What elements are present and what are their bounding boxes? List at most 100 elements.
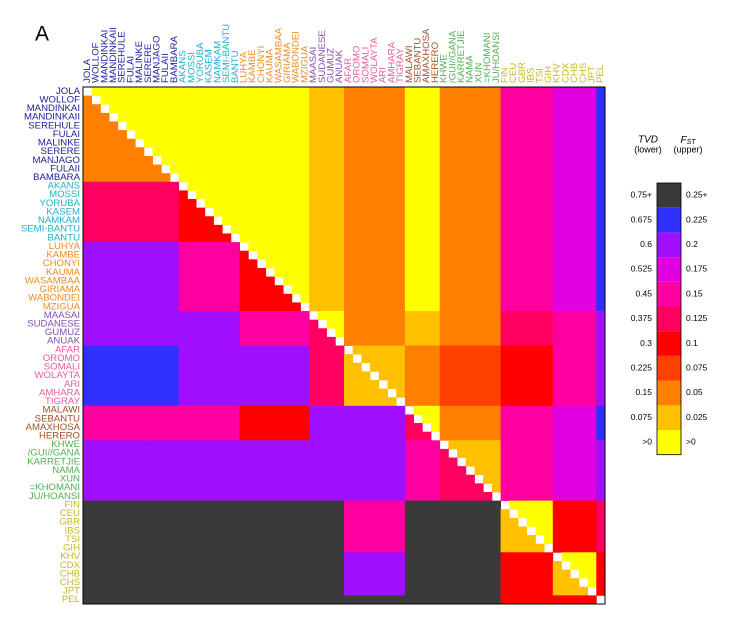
heatmap-cell [483, 224, 493, 234]
heatmap-cell [143, 155, 153, 165]
heatmap-cell [404, 224, 414, 234]
heatmap-cell [352, 483, 362, 493]
heatmap-cell [439, 500, 449, 510]
heatmap-cell [317, 95, 327, 105]
heatmap-cell [135, 87, 145, 97]
heatmap-cell [431, 466, 441, 476]
heatmap-cell [535, 276, 545, 286]
heatmap-cell [317, 311, 327, 321]
row-label: FIN [65, 499, 81, 510]
heatmap-cell [257, 474, 267, 484]
heatmap-cell [596, 276, 606, 286]
heatmap-cell [248, 112, 258, 122]
heatmap-cell [448, 578, 458, 588]
heatmap-cell [204, 362, 214, 372]
heatmap-cell [204, 345, 214, 355]
heatmap-cell [509, 560, 519, 570]
heatmap-cell [100, 483, 110, 493]
heatmap-cell [178, 147, 188, 157]
heatmap-cell [239, 345, 249, 355]
heatmap-cell [126, 311, 136, 321]
heatmap-cell [509, 388, 519, 398]
heatmap-cell [248, 500, 258, 510]
heatmap-cell [126, 293, 136, 303]
heatmap-cell [317, 586, 327, 596]
heatmap-cell [448, 491, 458, 501]
heatmap-cell [326, 293, 336, 303]
heatmap-cell [370, 569, 380, 579]
heatmap-cell [544, 207, 554, 217]
heatmap-cell [448, 87, 458, 97]
heatmap-cell [448, 336, 458, 346]
heatmap-cell [196, 578, 206, 588]
heatmap-cell [587, 259, 597, 269]
heatmap-cell [222, 155, 232, 165]
heatmap-cell [161, 293, 171, 303]
heatmap-cell [239, 199, 249, 209]
heatmap-cell [483, 181, 493, 191]
heatmap-cell [352, 491, 362, 501]
heatmap-cell [170, 491, 180, 501]
heatmap-cell [135, 267, 145, 277]
heatmap-cell [257, 233, 267, 243]
heatmap-cell [196, 173, 206, 183]
heatmap-cell [509, 371, 519, 381]
heatmap-cell [100, 233, 110, 243]
heatmap-cell [317, 535, 327, 545]
heatmap-cell [422, 293, 432, 303]
heatmap-cell [143, 336, 153, 346]
column-label: MALINKE [134, 41, 145, 83]
heatmap-cell [344, 509, 354, 519]
heatmap-cell [483, 578, 493, 588]
heatmap-cell [100, 560, 110, 570]
heatmap-cell [335, 112, 345, 122]
heatmap-cell [500, 173, 510, 183]
heatmap-cell [187, 328, 197, 338]
heatmap-cell [309, 293, 319, 303]
heatmap-cell [117, 388, 127, 398]
heatmap-cell [117, 595, 127, 605]
heatmap-cell [596, 440, 606, 450]
heatmap-cell [109, 586, 119, 596]
heatmap-cell [170, 379, 180, 389]
heatmap-cell [431, 87, 441, 97]
heatmap-cell [239, 483, 249, 493]
heatmap-cell [387, 147, 397, 157]
heatmap-cell [500, 104, 510, 114]
row-label: JOLA [56, 86, 81, 97]
heatmap-cell [361, 147, 371, 157]
heatmap-cell [578, 388, 588, 398]
heatmap-cell [230, 224, 240, 234]
heatmap-cell [196, 276, 206, 286]
heatmap-cell [526, 95, 536, 105]
heatmap-cell [143, 371, 153, 381]
heatmap-cell [491, 474, 501, 484]
heatmap-cell [352, 362, 362, 372]
heatmap-cell [518, 95, 528, 105]
heatmap-cell [83, 130, 93, 140]
heatmap-cell [352, 302, 362, 312]
heatmap-cell [518, 362, 528, 372]
heatmap-cell [439, 87, 449, 97]
heatmap-cell [587, 181, 597, 191]
heatmap-cell [135, 379, 145, 389]
heatmap-cell [396, 181, 406, 191]
heatmap-cell [117, 405, 127, 415]
heatmap-cell [561, 354, 571, 364]
heatmap-cell [352, 164, 362, 174]
heatmap-cell [474, 397, 484, 407]
heatmap-cell [396, 190, 406, 200]
heatmap-cell [317, 328, 327, 338]
heatmap-cell [257, 354, 267, 364]
heatmap-cell [535, 379, 545, 389]
heatmap-cell [457, 276, 467, 286]
heatmap-cell [170, 155, 180, 165]
heatmap-cell [187, 491, 197, 501]
heatmap-cell [387, 302, 397, 312]
heatmap-cell [91, 414, 101, 424]
heatmap-cell [344, 397, 354, 407]
heatmap-cell [126, 371, 136, 381]
heatmap-cell [230, 423, 240, 433]
heatmap-cell [518, 216, 528, 226]
heatmap-cell [404, 242, 414, 252]
